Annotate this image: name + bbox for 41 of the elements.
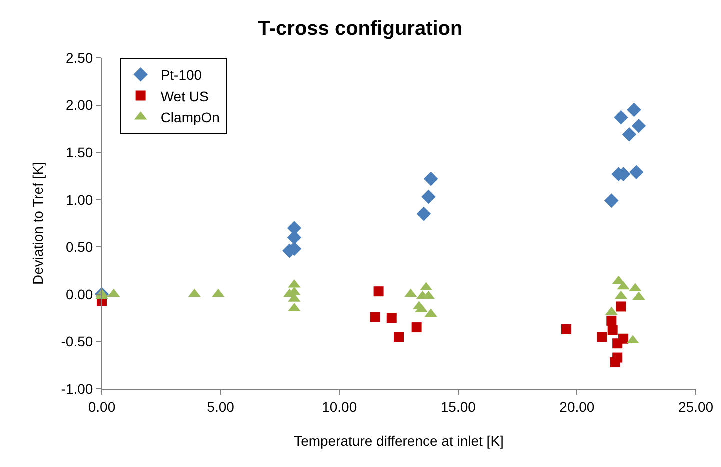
x-tick-label: 20.00 — [560, 398, 595, 415]
y-tick-label: -1.00 — [61, 380, 94, 397]
point — [614, 110, 628, 125]
point — [374, 286, 384, 297]
point — [618, 334, 629, 344]
point — [612, 352, 623, 363]
x-tick-label: 25.00 — [678, 398, 714, 415]
point — [629, 165, 644, 180]
y-axis-title: Deviation to Tref [K] — [30, 162, 46, 285]
y-tick-label: 1.00 — [66, 192, 94, 208]
legend-label: Pt-100 — [160, 67, 202, 84]
chart-title: T-cross configuration — [258, 18, 463, 40]
legend-label: Wet US — [160, 88, 209, 104]
x-tick-label: 5.00 — [207, 398, 235, 415]
point — [622, 127, 637, 142]
point — [597, 332, 608, 342]
point — [386, 313, 397, 324]
y-tick-label: 0.00 — [66, 286, 94, 302]
y-tick-label: 2.00 — [66, 97, 94, 114]
point — [562, 324, 572, 334]
x-tick-label: 10.00 — [322, 398, 358, 415]
point — [606, 316, 617, 326]
y-tick-label: 1.50 — [66, 144, 94, 160]
point — [632, 118, 646, 134]
point — [416, 206, 432, 222]
point — [422, 190, 436, 204]
point — [394, 332, 404, 342]
x-tick-label: 15.00 — [440, 398, 476, 415]
x-axis-title: Temperature difference at inlet [K] — [294, 433, 504, 450]
point — [608, 325, 618, 336]
point — [412, 322, 422, 333]
point — [370, 312, 380, 322]
point — [627, 102, 642, 118]
point — [424, 172, 438, 186]
point — [616, 302, 626, 312]
legend-label: ClampOn — [160, 109, 220, 126]
y-tick-label: 2.50 — [66, 50, 94, 66]
y-tick-label: -0.50 — [61, 334, 94, 350]
x-tick-label: 0.00 — [88, 398, 116, 415]
point — [604, 194, 619, 208]
y-tick-label: 0.50 — [66, 239, 94, 256]
